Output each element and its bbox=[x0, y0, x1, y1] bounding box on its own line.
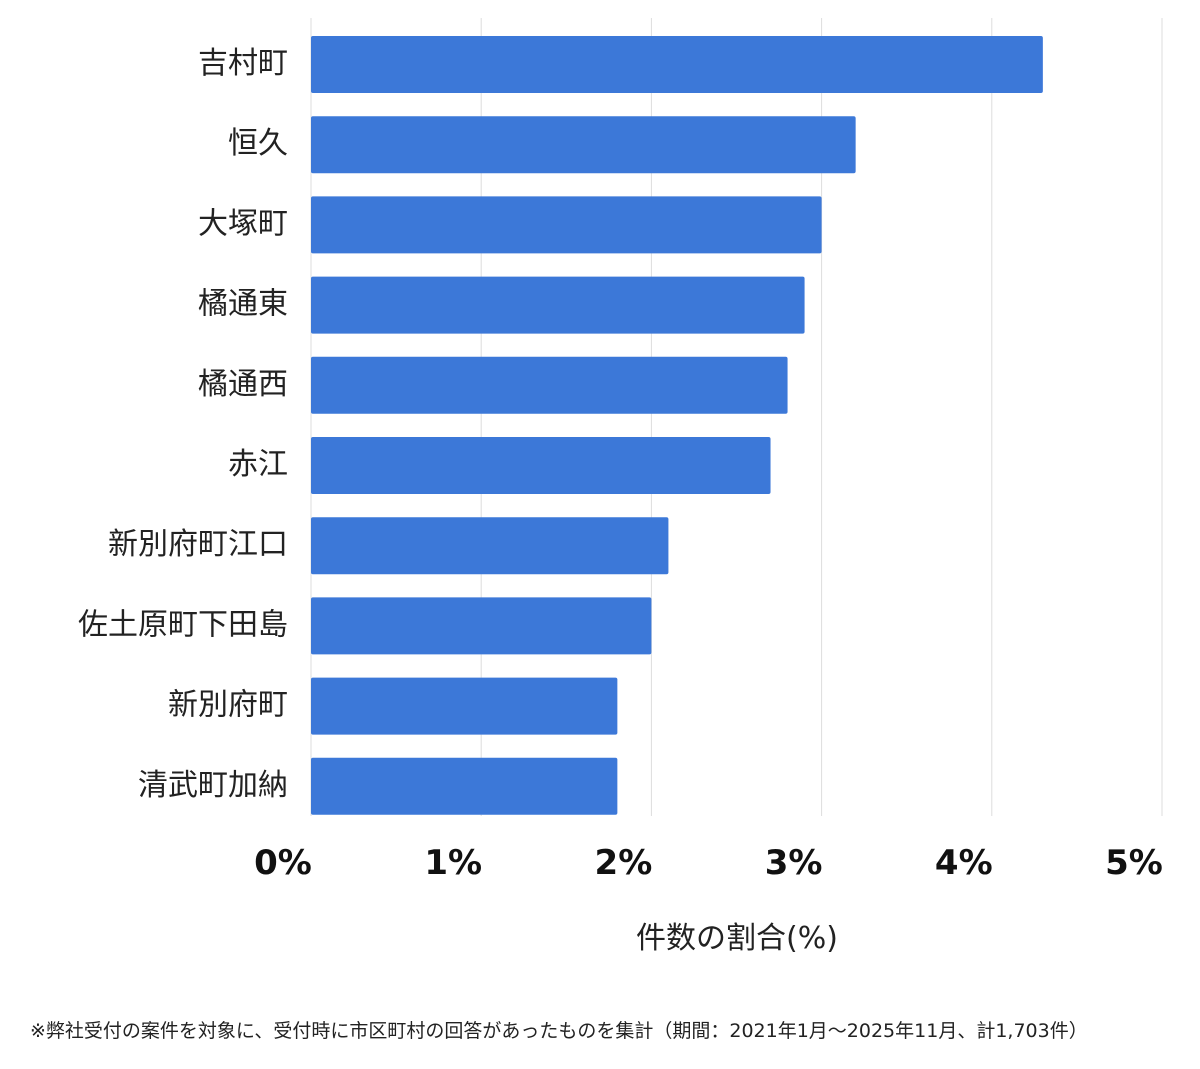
bar bbox=[311, 36, 1043, 93]
bar bbox=[311, 437, 771, 494]
bar bbox=[311, 517, 669, 575]
category-label: 吉村町 bbox=[198, 46, 288, 81]
bar bbox=[311, 196, 822, 254]
x-tick-label: 3% bbox=[765, 843, 823, 883]
category-label: 大塚町 bbox=[198, 206, 288, 241]
x-tick-label: 0% bbox=[254, 843, 312, 883]
category-label: 赤江 bbox=[228, 447, 288, 482]
category-label: 新別府町江口 bbox=[108, 527, 288, 562]
bar bbox=[311, 276, 805, 334]
footnote: ※弊社受付の案件を対象に、受付時に市区町村の回答があったものを集計（期間：202… bbox=[30, 1020, 1088, 1042]
bar bbox=[311, 356, 788, 414]
bar bbox=[311, 757, 618, 815]
category-label: 清武町加納 bbox=[138, 768, 288, 803]
bar bbox=[311, 597, 652, 655]
x-tick-label: 2% bbox=[595, 843, 653, 883]
category-label: 佐土原町下田島 bbox=[78, 607, 288, 642]
category-label: 新別府町 bbox=[168, 688, 288, 723]
bar bbox=[311, 677, 618, 735]
category-label: 橘通西 bbox=[198, 367, 288, 402]
category-label: 橘通東 bbox=[198, 287, 288, 322]
category-label: 恒久 bbox=[228, 126, 288, 161]
x-tick-label: 1% bbox=[424, 843, 482, 883]
x-tick-label: 4% bbox=[935, 843, 993, 883]
x-tick-label: 5% bbox=[1105, 843, 1163, 883]
x-axis-label: 件数の割合(%) bbox=[636, 921, 838, 956]
bar bbox=[311, 116, 856, 174]
